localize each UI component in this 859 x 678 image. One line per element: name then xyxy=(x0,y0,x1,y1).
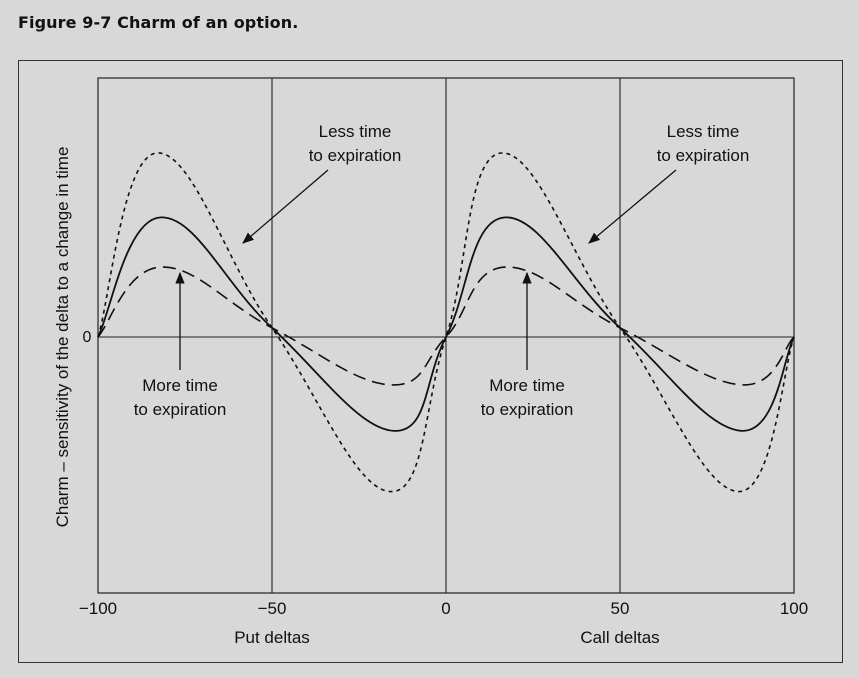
x-section-label-call: Call deltas xyxy=(580,628,659,647)
y-tick-label-zero: 0 xyxy=(83,329,92,346)
x-tick-label: 100 xyxy=(780,599,808,618)
figure-title: Figure 9-7 Charm of an option. xyxy=(18,13,299,32)
annotation-text: More time xyxy=(489,376,565,395)
x-tick-label: −50 xyxy=(258,599,287,618)
annotation-text: More time xyxy=(142,376,218,395)
x-section-label-put: Put deltas xyxy=(234,628,310,647)
annotation-text: to expiration xyxy=(134,400,227,419)
x-tick-label: −100 xyxy=(79,599,117,618)
annotation-text: to expiration xyxy=(657,146,750,165)
y-axis-label: Charm – sensitivity of the delta to a ch… xyxy=(53,147,72,528)
annotation-text: to expiration xyxy=(309,146,402,165)
x-tick-label: 0 xyxy=(441,599,450,618)
annotation-less-time-left: Less time to expiration xyxy=(309,122,402,165)
series-line-dashed xyxy=(97,266,795,386)
annotation-text: Less time xyxy=(319,122,392,141)
annotation-text: Less time xyxy=(667,122,740,141)
arrow-less-time-left xyxy=(242,169,329,244)
series-line-solid xyxy=(97,216,795,432)
annotation-more-time-left: More time to expiration xyxy=(134,376,227,419)
x-tick-label: 50 xyxy=(611,599,630,618)
arrow-less-time-right xyxy=(588,169,677,244)
figure-frame xyxy=(18,60,843,663)
series-layer xyxy=(97,152,795,493)
annotation-more-time-right: More time to expiration xyxy=(481,376,574,419)
annotation-text: to expiration xyxy=(481,400,574,419)
series-line-dotted xyxy=(97,152,795,493)
annotation-less-time-right: Less time to expiration xyxy=(657,122,750,165)
